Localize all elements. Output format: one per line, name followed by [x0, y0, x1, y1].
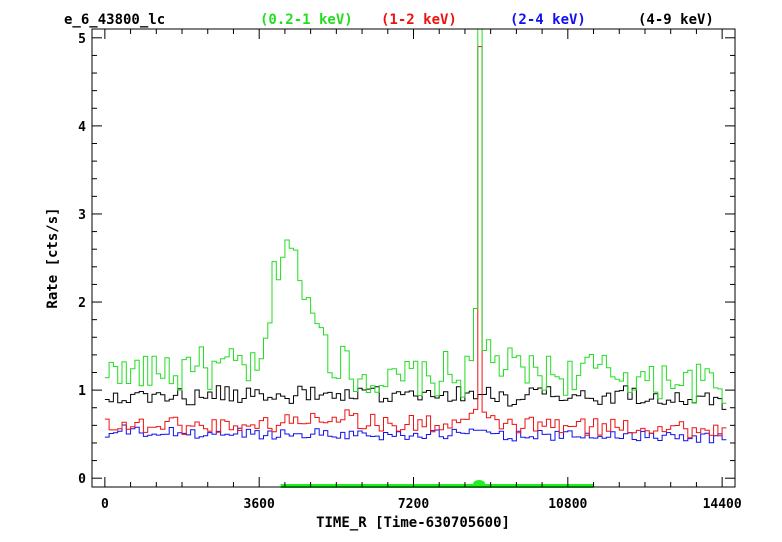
band-label-veryhard: (4-9 keV)	[638, 12, 714, 28]
y-tick-label: 5	[78, 32, 86, 47]
x-tick-label: 7200	[398, 497, 429, 512]
series-line-2	[104, 424, 727, 444]
band-label-soft: (0.2-1 keV)	[260, 12, 353, 28]
y-tick-label: 3	[78, 208, 86, 223]
axis-ticks: 0 3600 7200 10800 14400 0 1 2 3 4 5	[78, 29, 742, 512]
flare-marker	[473, 480, 486, 488]
x-tick-label: 14400	[703, 497, 742, 512]
band-label-medium: (1-2 keV)	[381, 12, 457, 28]
series-line-0	[104, 28, 727, 404]
band-label-hard: (2-4 keV)	[510, 12, 586, 28]
y-tick-label: 1	[78, 384, 86, 399]
y-tick-label: 4	[78, 120, 86, 135]
series-layer	[104, 28, 727, 444]
header: e_6_43800_lc (0.2-1 keV) (1-2 keV) (2-4 …	[64, 12, 714, 28]
y-tick-label: 2	[78, 296, 86, 311]
x-tick-label: 3600	[244, 497, 275, 512]
x-tick-label: 0	[101, 497, 109, 512]
x-axis-label: TIME_R [Time-630705600]	[316, 515, 510, 531]
series-line-1	[104, 46, 727, 439]
source-name: e_6_43800_lc	[64, 12, 165, 28]
good-time-interval	[280, 480, 594, 488]
y-tick-label: 0	[78, 472, 86, 487]
y-axis-label: Rate [cts/s]	[45, 207, 61, 308]
x-tick-label: 10800	[548, 497, 587, 512]
series-line-3	[104, 385, 727, 410]
